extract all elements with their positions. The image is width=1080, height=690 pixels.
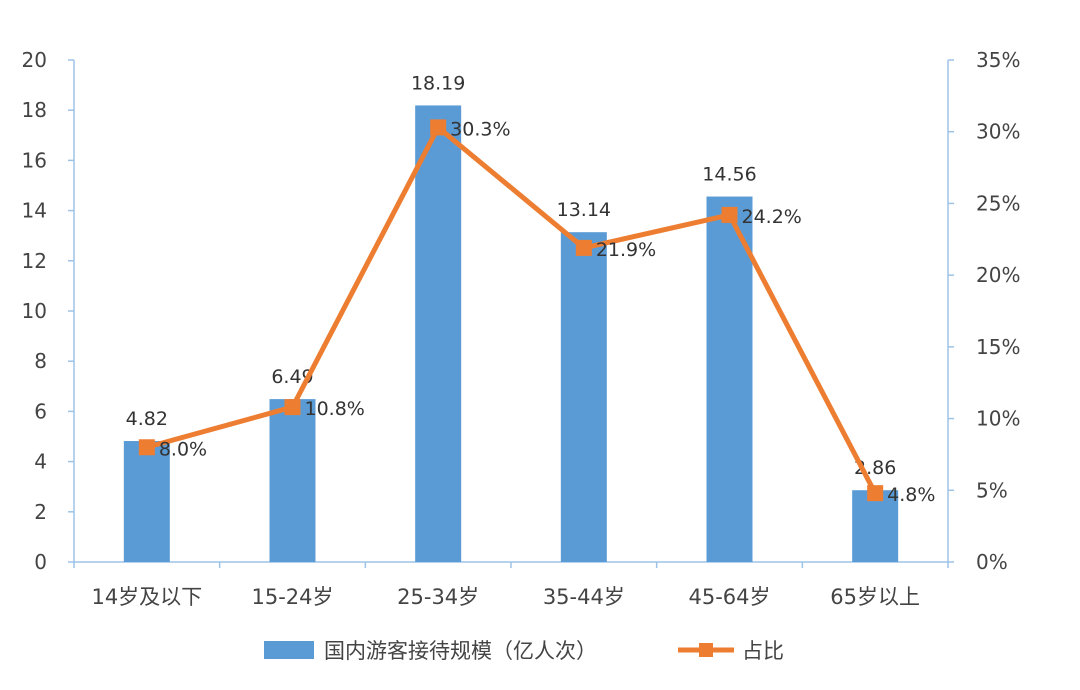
left-tick-label: 0 (34, 550, 47, 574)
left-tick-label: 6 (34, 399, 47, 423)
bar-value-label: 18.19 (411, 72, 465, 94)
left-axis: 0 2 4 6 8 10 12 14 16 18 20 (22, 48, 75, 574)
line-marker (867, 485, 884, 502)
line-marker (284, 399, 301, 416)
line-value-label: 4.8% (887, 484, 935, 506)
right-tick-label: 10% (976, 407, 1020, 431)
x-tick-label: 45-64岁 (688, 585, 770, 609)
left-tick-label: 2 (34, 500, 47, 524)
right-axis: 0% 5% 10% 15% 20% 25% 30% 35% (947, 48, 1020, 574)
x-tick-label: 14岁及以下 (91, 585, 202, 609)
x-tick-label: 65岁以上 (830, 585, 920, 609)
bar (269, 399, 316, 562)
left-tick-label: 10 (22, 299, 47, 323)
left-tick-label: 16 (22, 148, 47, 172)
legend-line-label: 占比 (742, 639, 784, 663)
left-tick-label: 14 (22, 199, 47, 223)
line-path (146, 124, 878, 495)
right-tick-label: 5% (976, 478, 1008, 502)
right-tick-label: 25% (976, 191, 1020, 215)
left-tick-label: 8 (34, 349, 47, 373)
line-value-label: 30.3% (450, 118, 510, 140)
x-tick-label: 15-24岁 (251, 585, 333, 609)
left-tick-label: 4 (34, 450, 47, 474)
right-tick-label: 0% (976, 550, 1008, 574)
bar (415, 105, 462, 562)
line-value-label: 10.8% (305, 398, 365, 420)
right-tick-label: 20% (976, 263, 1020, 287)
x-tick-label: 35-44岁 (543, 585, 625, 609)
line-value-label: 8.0% (159, 438, 207, 460)
line-series: 8.0% 10.8% 30.3% 21.9% 24.2% 4.8% (138, 118, 935, 506)
line-marker (721, 206, 738, 223)
right-tick-label: 35% (976, 48, 1020, 72)
line-marker (575, 239, 592, 256)
legend-bar-swatch (264, 641, 314, 659)
bar (706, 196, 753, 562)
legend-bar-label: 国内游客接待规模（亿人次） (324, 639, 597, 663)
legend: 国内游客接待规模（亿人次） 占比 (264, 639, 784, 663)
left-tick-label: 12 (22, 249, 47, 273)
bar (852, 490, 899, 562)
left-tick-label: 20 (22, 48, 47, 72)
bar-value-label: 4.82 (126, 408, 168, 430)
line-value-label: 24.2% (742, 206, 802, 228)
bar (123, 441, 170, 562)
x-axis: 14岁及以下 15-24岁 25-34岁 35-44岁 45-64岁 65岁以上 (73, 561, 949, 609)
line-marker (138, 439, 155, 456)
bar (560, 232, 607, 562)
line-marker (430, 119, 447, 136)
bar-value-label: 14.56 (702, 164, 756, 186)
right-tick-label: 15% (976, 335, 1020, 359)
legend-line-marker (699, 643, 713, 657)
left-tick-label: 18 (22, 98, 47, 122)
bar-value-label: 13.14 (557, 199, 611, 221)
right-tick-label: 30% (976, 120, 1020, 144)
x-tick-label: 25-34岁 (397, 585, 479, 609)
line-value-label: 21.9% (596, 239, 656, 261)
